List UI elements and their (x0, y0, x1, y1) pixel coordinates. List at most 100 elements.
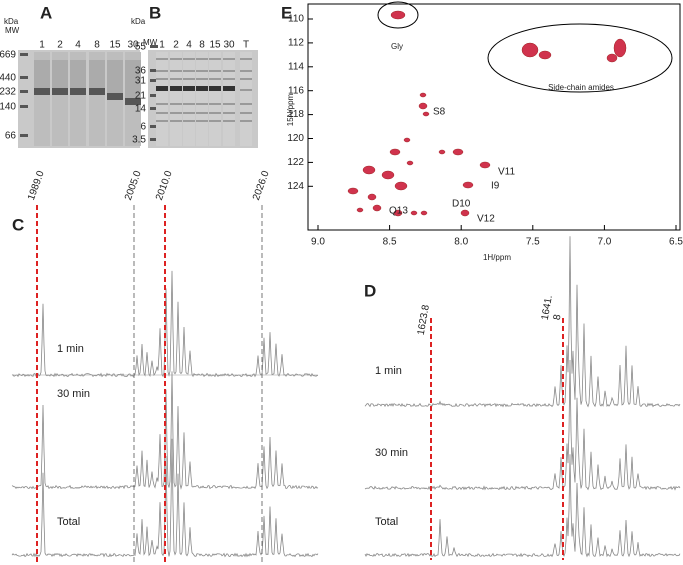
lane (223, 52, 235, 146)
nmr-peak (390, 10, 406, 20)
mw-header: MW (143, 38, 158, 47)
band (240, 58, 252, 60)
y-tick-label: 110 (288, 14, 304, 25)
lane-label: 4 (186, 40, 192, 51)
annotation: Q13 (389, 206, 408, 217)
band (156, 86, 168, 91)
lane (34, 52, 50, 146)
spectrum (364, 454, 681, 558)
band (107, 93, 123, 100)
band (196, 70, 208, 72)
lane-label: 8 (94, 40, 100, 51)
spectrum (364, 359, 681, 491)
smear (70, 60, 86, 88)
marker-label: 3.5 (132, 135, 146, 146)
marker-label: 66 (5, 131, 17, 142)
nmr-peak (410, 210, 418, 216)
nmr-peak (356, 207, 364, 213)
nmr-peak (347, 187, 359, 195)
lane (70, 52, 86, 146)
annotation: S8 (433, 107, 446, 118)
peak-label: 1989.0 (26, 169, 47, 202)
panel-label: D (364, 281, 376, 300)
nmr-peak (538, 50, 552, 60)
band (240, 112, 252, 114)
unit: kDa (4, 17, 19, 26)
x-axis-label: 1H/ppm (483, 253, 511, 262)
nmr-peak (389, 148, 401, 156)
marker-label: 440 (0, 73, 16, 84)
spectrum (11, 371, 319, 490)
marker-band (150, 94, 158, 97)
marker-label: 55 (135, 42, 147, 53)
nmr-peak (394, 181, 408, 191)
nmr-peak (372, 204, 382, 212)
band (196, 58, 208, 60)
band (156, 103, 168, 105)
unit: kDa (131, 17, 146, 26)
annotation: Gly (391, 42, 403, 51)
peak-label: 2026.0 (251, 169, 272, 202)
band (170, 86, 182, 91)
band (170, 120, 182, 122)
marker-band (20, 105, 28, 108)
band (156, 120, 168, 122)
band (89, 88, 105, 95)
band (223, 58, 235, 60)
marker-label: 140 (0, 102, 16, 113)
marker-band (20, 134, 28, 137)
nmr-peak (452, 148, 464, 156)
lane (52, 52, 68, 146)
band (209, 70, 221, 72)
lane-label: T (243, 40, 249, 51)
band (209, 103, 221, 105)
lane-label: 1 (159, 40, 165, 51)
lane (240, 52, 252, 146)
band (170, 78, 182, 80)
lane (196, 52, 208, 146)
x-tick-label: 9.0 (311, 237, 325, 248)
band (209, 78, 221, 80)
nmr-peak (613, 38, 627, 58)
marker-band (20, 90, 28, 93)
band (183, 103, 195, 105)
annotation: Side-chain amides (548, 83, 614, 92)
y-axis-label: 15N/ppm (286, 93, 295, 126)
peak-label: 1623.8 (416, 304, 432, 336)
band (240, 120, 252, 122)
band (156, 78, 168, 80)
band (196, 112, 208, 114)
peak-label: 1641. (540, 294, 555, 321)
band (223, 120, 235, 122)
lane-label: 15 (209, 40, 221, 51)
nmr-peak (367, 193, 377, 201)
marker-band (20, 53, 28, 56)
peak-label: 8 (552, 313, 564, 321)
nmr-peak (362, 165, 376, 175)
marker-band (150, 45, 158, 48)
marker-label: 6 (140, 122, 146, 133)
x-tick-label: 7.0 (597, 237, 611, 248)
band (183, 58, 195, 60)
x-tick-label: 8.5 (383, 237, 397, 248)
nmr-peak (438, 149, 446, 155)
band (209, 112, 221, 114)
marker-band (150, 69, 158, 72)
trace-label: 30 min (57, 388, 90, 400)
lane (156, 52, 168, 146)
smear (89, 60, 105, 88)
x-tick-label: 8.0 (454, 237, 468, 248)
band (240, 103, 252, 105)
nmr-peak (406, 160, 414, 166)
smear (125, 60, 141, 98)
nmr-peak (420, 210, 428, 216)
lane-label: 15 (109, 40, 121, 51)
nmr-peak (419, 92, 427, 98)
y-tick-label: 112 (288, 38, 304, 49)
marker-band (20, 76, 28, 79)
band (125, 98, 141, 105)
lane-label: 8 (199, 40, 205, 51)
nmr-peak (403, 137, 411, 143)
y-tick-label: 124 (287, 181, 304, 192)
